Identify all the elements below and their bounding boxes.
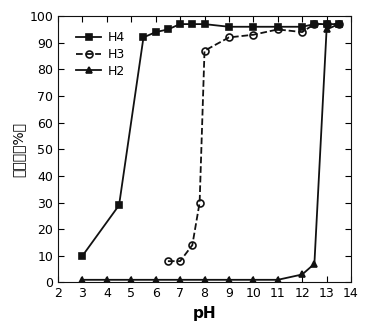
H2 <box>80 278 85 282</box>
Line: H3: H3 <box>164 21 342 265</box>
H4 <box>80 254 85 258</box>
H4 <box>324 22 329 26</box>
H3 <box>300 30 305 34</box>
H4 <box>276 25 280 29</box>
H2 <box>154 278 158 282</box>
H4 <box>190 22 195 26</box>
H4 <box>300 25 305 29</box>
H2 <box>276 278 280 282</box>
H4 <box>178 22 182 26</box>
H2 <box>300 273 305 277</box>
H2 <box>337 22 341 26</box>
H4 <box>312 22 317 26</box>
X-axis label: pH: pH <box>193 306 216 321</box>
H3 <box>166 259 170 263</box>
H3 <box>251 33 256 37</box>
H2 <box>129 278 134 282</box>
H2 <box>312 262 317 266</box>
H2 <box>105 278 109 282</box>
Y-axis label: 透过率（%）: 透过率（%） <box>11 122 25 177</box>
H2 <box>178 278 182 282</box>
Line: H4: H4 <box>79 21 342 259</box>
H3 <box>178 259 182 263</box>
H4 <box>154 30 158 34</box>
H3 <box>276 28 280 32</box>
H4 <box>337 22 341 26</box>
H3 <box>312 22 317 26</box>
Legend: H4, H3, H2: H4, H3, H2 <box>70 25 131 84</box>
H3 <box>198 201 202 205</box>
H4 <box>166 28 170 32</box>
H3 <box>324 22 329 26</box>
Line: H2: H2 <box>79 21 342 283</box>
H4 <box>141 36 146 40</box>
H2 <box>324 28 329 32</box>
H2 <box>227 278 231 282</box>
H4 <box>251 25 256 29</box>
H4 <box>227 25 231 29</box>
H3 <box>202 49 207 53</box>
H2 <box>202 278 207 282</box>
H3 <box>190 243 195 247</box>
H2 <box>251 278 256 282</box>
H3 <box>337 22 341 26</box>
H4 <box>202 22 207 26</box>
H4 <box>117 203 121 207</box>
H3 <box>227 36 231 40</box>
